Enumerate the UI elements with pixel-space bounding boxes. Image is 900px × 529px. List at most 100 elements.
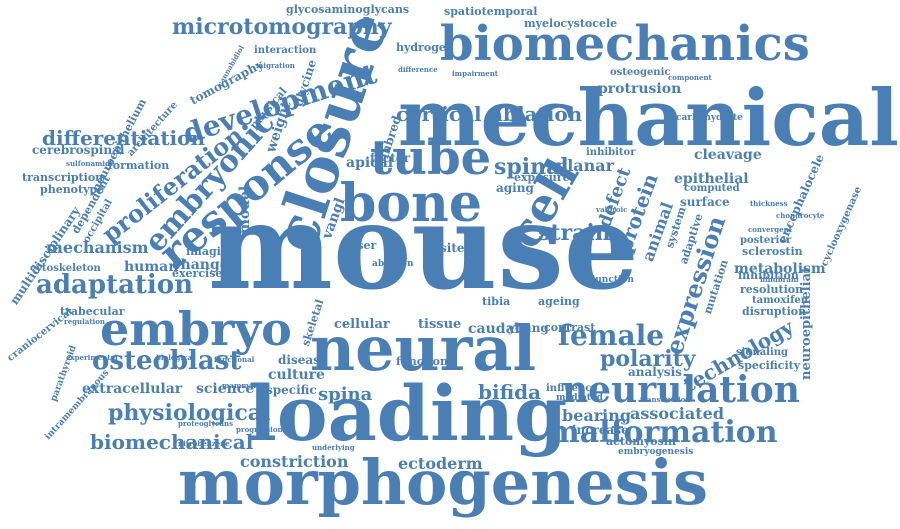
word: cleavage (694, 147, 762, 163)
word: caudal (468, 321, 520, 337)
word: influence (546, 383, 598, 394)
word: transcription (22, 171, 104, 184)
word: phenotype (40, 183, 105, 196)
word: inhibition (738, 269, 799, 282)
word: loading (248, 369, 568, 458)
word: posterior (740, 235, 792, 246)
word: young (508, 321, 549, 335)
word: nitrobenzene (178, 439, 230, 448)
word: protrusion (598, 81, 682, 97)
word: cortical (396, 102, 482, 126)
word: epithelial (674, 171, 749, 187)
word: planar (556, 156, 615, 175)
word: differentiation (42, 126, 206, 150)
word: difference (398, 65, 438, 74)
word: osteoblast (92, 346, 242, 376)
word: cytoskeleton (30, 263, 101, 274)
word: apical (346, 155, 394, 171)
word: spatiotemporal (444, 5, 538, 18)
word: ablation (490, 102, 583, 126)
word: increase (572, 423, 629, 437)
word: regulation (64, 317, 105, 326)
word: mediated (556, 393, 603, 403)
word: neurulation (562, 369, 800, 411)
word: progression (236, 425, 283, 434)
word: biological (156, 353, 195, 362)
word: embryo (100, 302, 292, 356)
word: mammalian (222, 381, 269, 390)
word: physiological (108, 400, 271, 426)
word: component (668, 73, 712, 82)
word: malformation (548, 415, 778, 450)
word: signaling (736, 347, 789, 358)
word: computed (684, 183, 740, 194)
word: migration (256, 61, 295, 70)
word: contrast (544, 321, 596, 334)
word: human (124, 259, 179, 275)
word: factor (370, 151, 411, 165)
word: exposure (514, 171, 570, 184)
word: culture (268, 367, 325, 383)
word: transduction (640, 395, 691, 404)
word: strain (538, 220, 611, 246)
word: morphogenesis (178, 446, 709, 519)
word: adaptation (36, 270, 194, 300)
word: disease (278, 353, 328, 367)
word: tube (370, 130, 492, 186)
word: functional (214, 355, 255, 364)
word: formation (108, 159, 170, 172)
word: disruption (742, 305, 807, 318)
word: metabolism (734, 261, 826, 277)
word: function (396, 355, 449, 368)
word: sclerostin (742, 245, 803, 258)
word: tamoxifen (752, 295, 809, 306)
word: associated (630, 404, 724, 423)
word: junction (592, 275, 634, 285)
word: carbohydrate (676, 113, 743, 123)
word: cyclooxygenase (819, 185, 865, 269)
word: spinal (494, 154, 569, 180)
word: microtomography (172, 14, 392, 40)
word: polarity (600, 346, 696, 372)
word: biomechanics (440, 16, 810, 72)
word: neural (310, 312, 536, 385)
word: actomyosin (606, 435, 676, 448)
word: model (237, 185, 253, 234)
word: bearing (562, 406, 632, 425)
word: specific (266, 383, 317, 397)
word: mechanical (398, 73, 899, 164)
word: cerebrospinal (32, 143, 125, 157)
word: biomechanical (90, 430, 254, 454)
word: spina (318, 384, 373, 405)
word: exercise (172, 267, 223, 280)
word: tibia (482, 295, 511, 308)
word: proteoglycans (178, 419, 234, 428)
word: glycosaminoglycans (286, 3, 410, 16)
word: impairment (452, 69, 499, 78)
word: interaction (254, 45, 317, 56)
word: ageing (538, 295, 580, 308)
word: ectoderm (398, 454, 483, 473)
word: inhibitor (586, 147, 636, 158)
word: thickness (750, 199, 788, 208)
word: experimental (66, 353, 118, 362)
word: hydrogel (396, 41, 451, 54)
word: imaging (186, 245, 237, 258)
word: underlying (312, 443, 355, 452)
word: specificity (738, 359, 801, 372)
word: aging (496, 181, 534, 195)
word: resolution (740, 283, 804, 296)
word: cellular (334, 317, 390, 332)
word: constriction (240, 452, 349, 471)
word: science (196, 381, 255, 397)
word: convergent (748, 225, 792, 234)
word: change (172, 257, 229, 273)
word: surface (680, 195, 730, 209)
word: tissue (418, 317, 462, 332)
word: osteogenic (610, 67, 671, 78)
word: trabecular (60, 305, 125, 318)
word: hindbrain (760, 275, 799, 284)
word: ablation (372, 259, 414, 269)
word: bifida (478, 380, 542, 404)
word: laser (346, 239, 377, 252)
